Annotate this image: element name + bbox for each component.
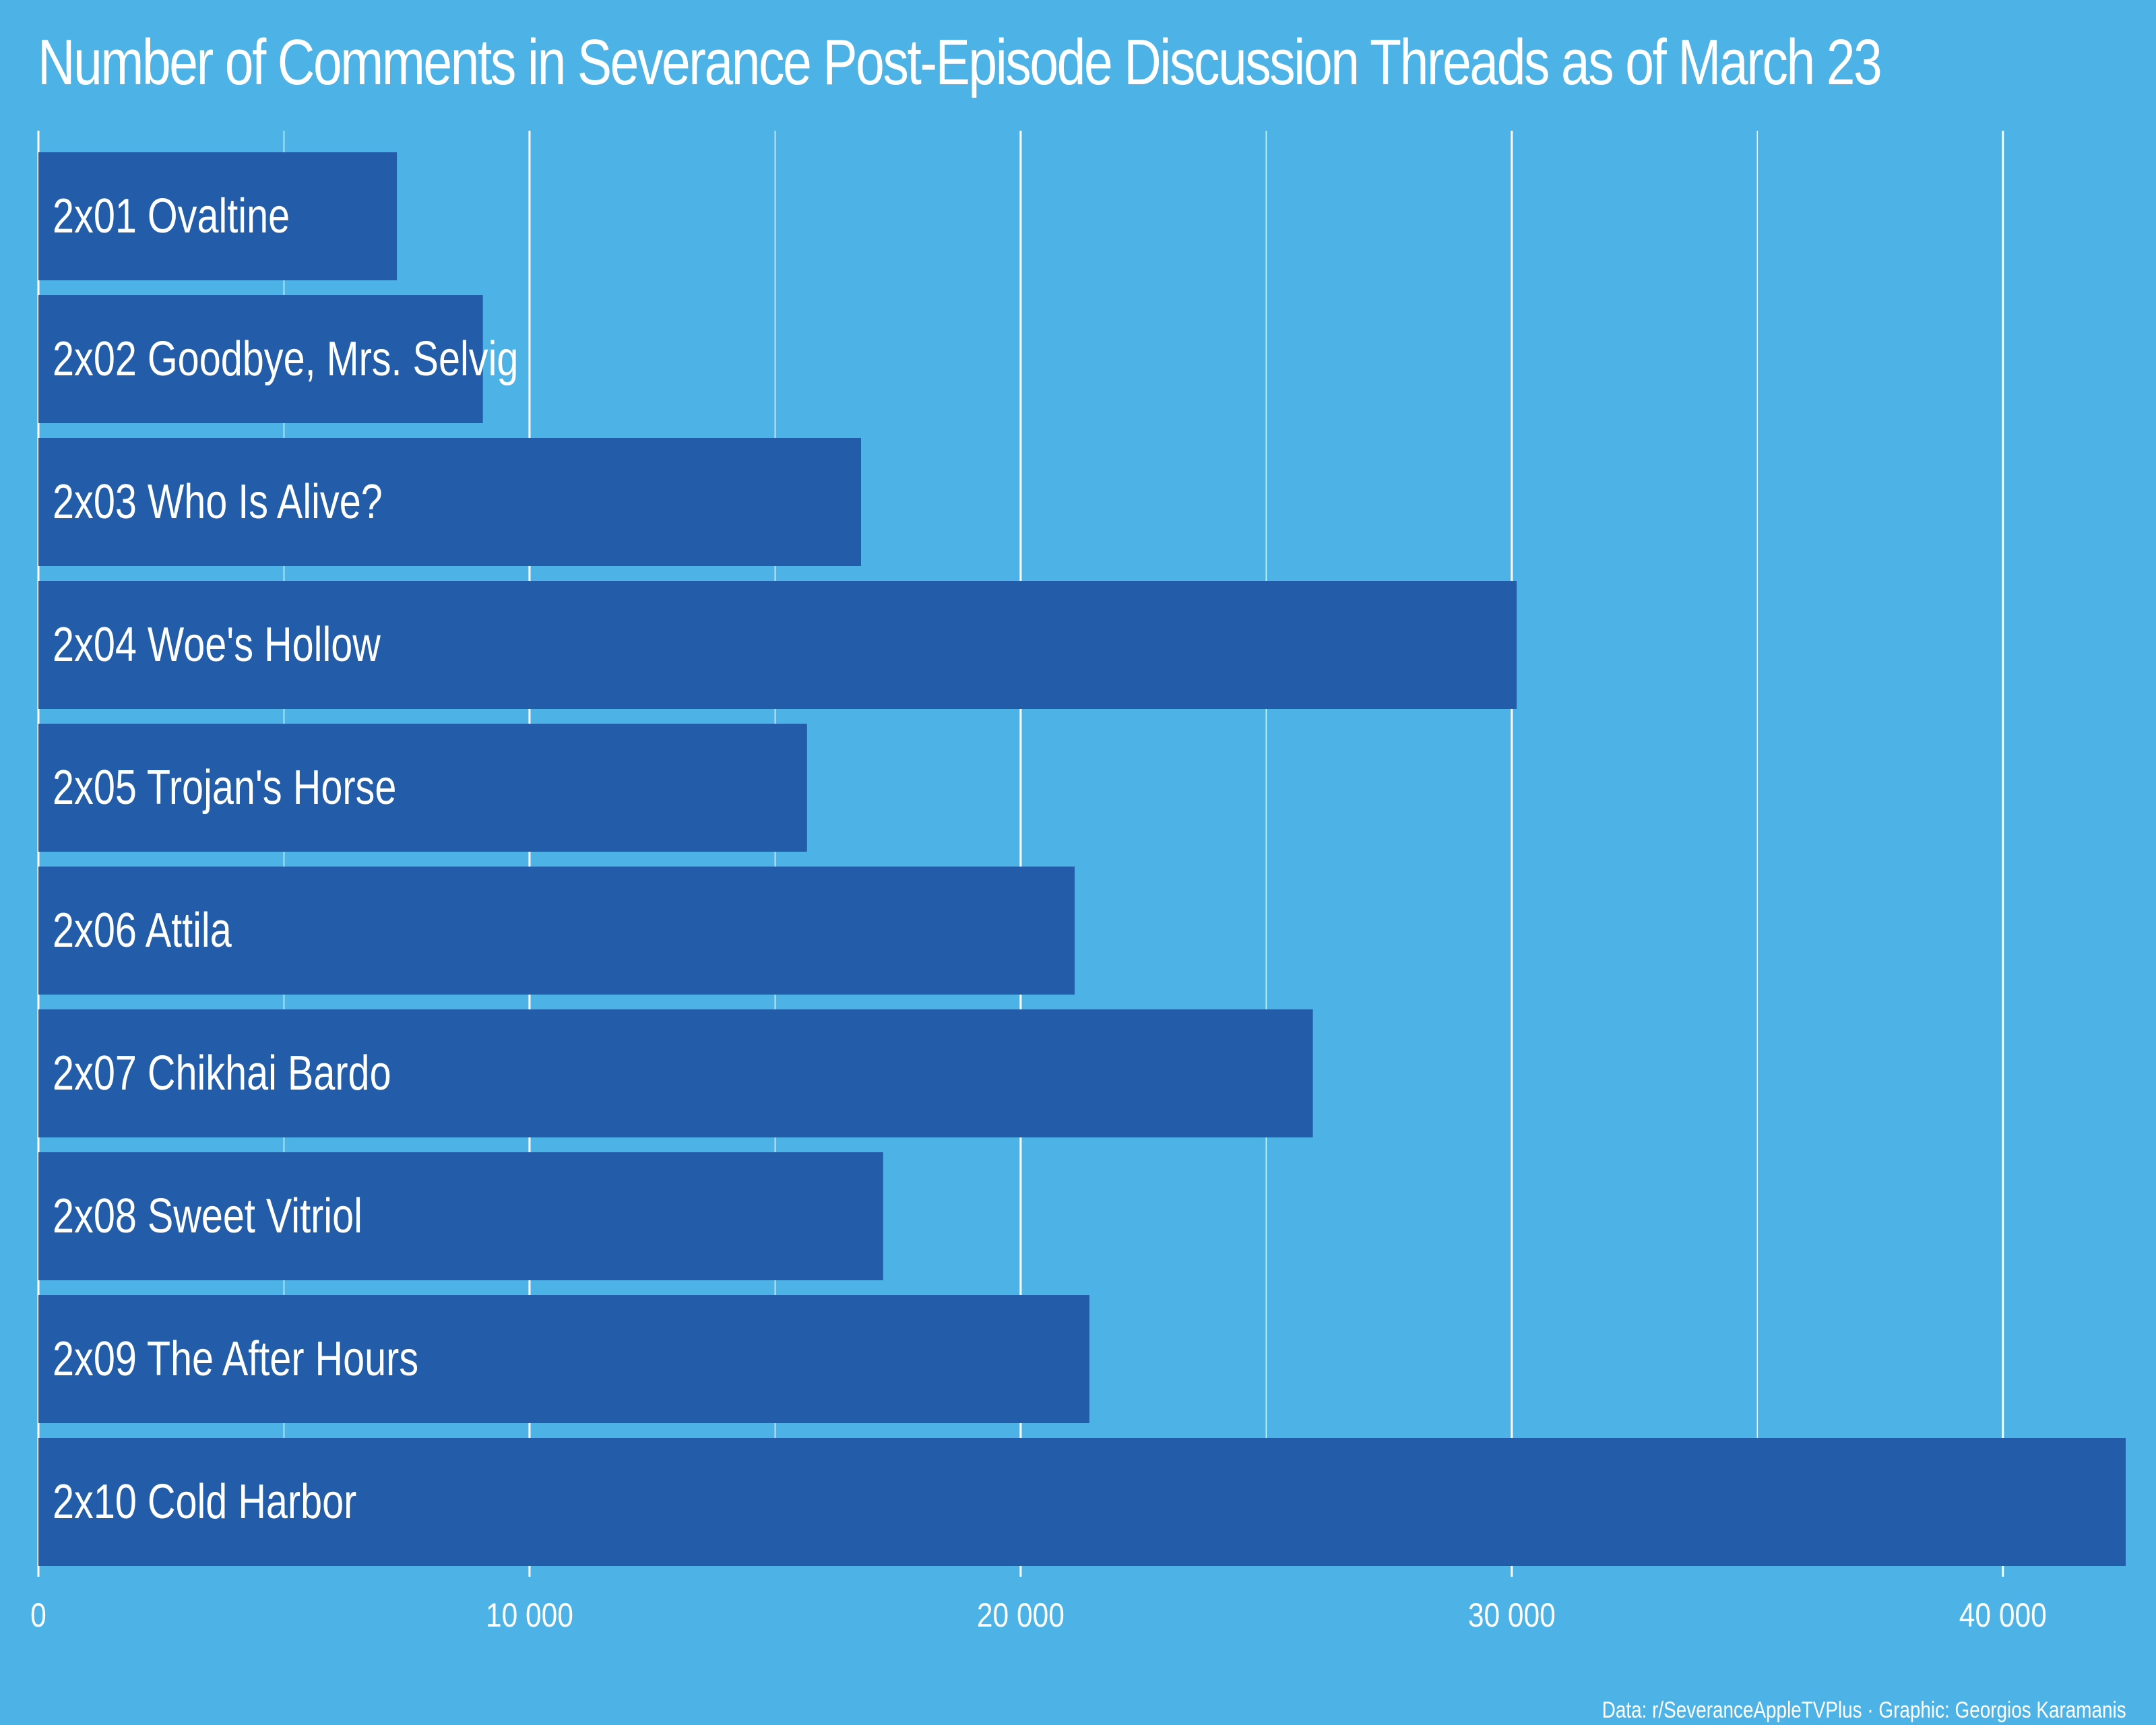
bar-label: 2x02 Goodbye, Mrs. Selvig — [53, 332, 518, 386]
bar-label: 2x01 Ovaltine — [53, 189, 290, 243]
x-tick-label: 40 000 — [1959, 1596, 2047, 1634]
bar — [38, 724, 807, 852]
x-tick-label: 30 000 — [1468, 1596, 1556, 1634]
bar-label: 2x06 Attila — [53, 903, 232, 958]
bar — [38, 1438, 2126, 1566]
bar-label: 2x09 The After Hours — [53, 1331, 418, 1386]
bar — [38, 152, 398, 280]
source-caption: Data: r/SeveranceAppleTVPlus · Graphic: … — [1602, 1697, 2126, 1723]
bar — [38, 867, 1075, 995]
bar-label: 2x03 Who Is Alive? — [53, 474, 383, 529]
bar-label: 2x07 Chikhai Bardo — [53, 1046, 391, 1100]
bar — [38, 1295, 1089, 1423]
bars — [38, 152, 2126, 1566]
bar-labels: 2x01 Ovaltine 2x02 Goodbye, Mrs. Selvig 2x… — [53, 189, 518, 1529]
x-tick-label: 0 — [30, 1596, 46, 1634]
x-tick-label: 20 000 — [977, 1596, 1065, 1634]
bar — [38, 581, 1517, 709]
bar — [38, 438, 861, 566]
bar — [38, 1009, 1313, 1137]
bar-label: 2x04 Woe's Hollow — [53, 617, 381, 672]
bar-label: 2x05 Trojan's Horse — [53, 760, 396, 815]
chart-title: Number of Comments in Severance Post-Epi… — [38, 26, 1882, 98]
bar-label: 2x10 Cold Harbor — [53, 1474, 356, 1529]
x-tick-label: 10 000 — [486, 1596, 573, 1634]
bar — [38, 1152, 883, 1280]
bar-label: 2x08 Sweet Vitriol — [53, 1189, 362, 1243]
x-axis-ticks: 0 10 000 20 000 30 000 40 000 — [30, 1566, 2047, 1634]
bar — [38, 295, 483, 423]
